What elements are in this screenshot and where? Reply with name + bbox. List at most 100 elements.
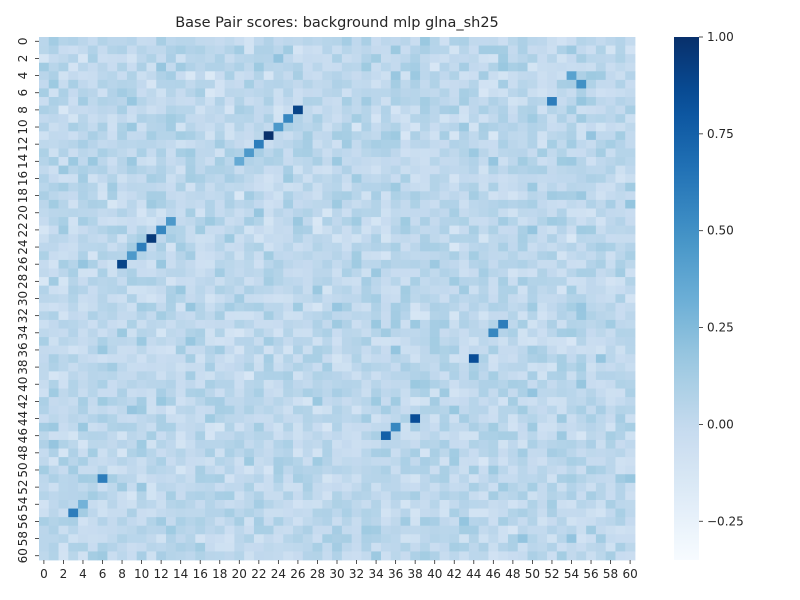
heatmap-cell (547, 302, 558, 312)
heatmap-cell (126, 157, 138, 166)
heatmap-cell (263, 225, 274, 235)
heatmap-cell (39, 542, 50, 552)
heatmap-cell (263, 208, 274, 218)
heatmap-cell (478, 551, 489, 561)
heatmap-cell (439, 319, 450, 329)
heatmap-cell (420, 482, 431, 492)
heatmap-cell (547, 122, 558, 132)
heatmap-cell (205, 182, 216, 192)
heatmap-cell (244, 148, 255, 158)
heatmap-cell (58, 362, 69, 372)
heatmap-cell (615, 148, 626, 158)
heatmap-cell (605, 482, 616, 492)
heatmap-cell (566, 302, 577, 312)
heatmap-cell (468, 259, 480, 269)
heatmap-cell (224, 328, 235, 338)
heatmap-cell (117, 542, 128, 552)
heatmap-cell (615, 114, 626, 124)
heatmap-cell (361, 328, 372, 338)
heatmap-cell (185, 388, 196, 398)
heatmap-cell (293, 414, 304, 424)
heatmap-cell (517, 542, 528, 552)
heatmap-cell (48, 242, 59, 252)
heatmap-cell (380, 405, 392, 415)
heatmap-cell (322, 414, 333, 424)
heatmap-cell (586, 217, 597, 227)
heatmap-cell (117, 54, 128, 64)
heatmap-cell (107, 474, 118, 484)
heatmap-cell (625, 474, 636, 484)
heatmap-cell (224, 491, 235, 501)
heatmap-cell (576, 217, 587, 227)
heatmap-cell (615, 379, 626, 389)
heatmap-cell (351, 251, 362, 261)
heatmap-cell (234, 457, 245, 467)
heatmap-cell (341, 88, 353, 98)
heatmap-cell (429, 71, 440, 81)
heatmap-cell (293, 182, 304, 192)
heatmap-cell (48, 354, 59, 364)
heatmap-cell (537, 45, 548, 55)
heatmap-cell (136, 88, 147, 98)
heatmap-cell (302, 388, 313, 398)
heatmap-cell (68, 319, 79, 329)
heatmap-cell (595, 182, 607, 192)
heatmap-cell (117, 379, 128, 389)
heatmap-cell (156, 139, 167, 149)
heatmap-cell (107, 268, 118, 278)
heatmap-cell (547, 551, 558, 561)
heatmap-cell (156, 242, 167, 252)
heatmap-cell (322, 54, 333, 64)
heatmap-cell (576, 354, 587, 364)
heatmap-cell (556, 294, 568, 304)
heatmap-cell (234, 499, 245, 509)
heatmap-cell (234, 354, 245, 364)
heatmap-cell (195, 534, 206, 544)
heatmap-cell (136, 122, 147, 132)
heatmap-cell (253, 122, 265, 132)
heatmap-cell (175, 37, 186, 46)
heatmap-cell (48, 474, 59, 484)
heatmap-cell (253, 362, 265, 372)
heatmap-cell (244, 234, 255, 244)
heatmap-cell (586, 105, 597, 115)
heatmap-cell (87, 62, 99, 72)
heatmap-cell (175, 277, 186, 287)
heatmap-cell (468, 542, 480, 552)
heatmap-cell (390, 174, 401, 184)
heatmap-cell (185, 482, 196, 492)
heatmap-cell (107, 148, 118, 158)
heatmap-cell (107, 439, 118, 449)
heatmap-cell (420, 234, 431, 244)
heatmap-cell (136, 199, 147, 209)
heatmap-cell (459, 534, 470, 544)
heatmap-cell (605, 234, 616, 244)
heatmap-cell (615, 251, 626, 261)
heatmap-cell (263, 182, 274, 192)
heatmap-cell (166, 388, 177, 398)
heatmap-cell (68, 174, 79, 184)
heatmap-cell (175, 234, 186, 244)
heatmap-cell (566, 131, 577, 141)
heatmap-cell (302, 182, 313, 192)
heatmap-cell (234, 191, 245, 201)
y-tick-label: 58 (16, 531, 30, 546)
heatmap-cell (429, 337, 440, 347)
heatmap-cell (527, 234, 538, 244)
heatmap-cell (615, 268, 626, 278)
heatmap-cell (556, 319, 568, 329)
heatmap-cell (205, 165, 216, 175)
heatmap-cell (517, 362, 528, 372)
heatmap-cell (146, 482, 157, 492)
heatmap-cell (146, 285, 157, 295)
heatmap-cell (371, 225, 382, 235)
heatmap-cell (195, 208, 206, 218)
heatmap-cell (400, 199, 411, 209)
heatmap-cell (322, 122, 333, 132)
heatmap-cell (87, 174, 99, 184)
heatmap-cell (263, 251, 274, 261)
heatmap-cell (117, 105, 128, 115)
heatmap-cell (410, 294, 421, 304)
heatmap-cell (420, 499, 431, 509)
heatmap-cell (547, 311, 558, 321)
